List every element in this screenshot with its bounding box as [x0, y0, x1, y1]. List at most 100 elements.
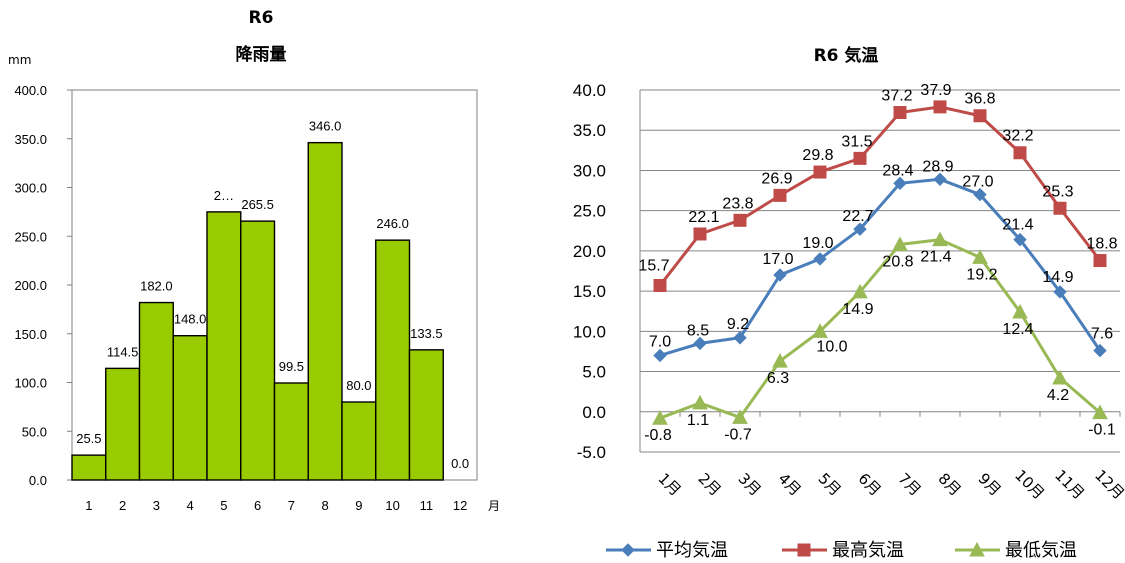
rainfall-data-label: 114.5 [107, 344, 139, 359]
legend-swatch-marker [797, 543, 811, 557]
temperature-data-point [973, 109, 987, 123]
temperature-data-point [1052, 369, 1068, 385]
temperature-x-tick-label: 6月 [854, 469, 884, 499]
temperature-series-line [659, 177, 1102, 357]
temperature-data-label: 15.7 [638, 257, 669, 274]
temperature-x-tick-label: 2月 [694, 469, 724, 499]
temperature-data-point [812, 323, 828, 338]
rainfall-x-tick-label: 1 [85, 498, 92, 513]
temperature-data-label: 1.1 [687, 412, 709, 429]
temperature-data-point [773, 188, 787, 202]
temperature-data-label: 31.5 [841, 133, 872, 150]
rainfall-y-tick-label: 400.0 [14, 83, 47, 98]
temperature-data-point [653, 348, 667, 363]
rainfall-x-tick-label: 9 [355, 498, 362, 513]
temperature-data-label: 22.1 [688, 209, 719, 226]
rainfall-bar [273, 382, 309, 481]
temperature-y-tick-label: 0.0 [582, 403, 606, 422]
temperature-data-point [733, 213, 747, 227]
rainfall-x-tick-label: 4 [187, 498, 194, 513]
temperature-y-tick-label: -5.0 [577, 443, 606, 462]
rainfall-data-label: 148.0 [174, 312, 207, 327]
temperature-x-tick-label: 1月 [654, 469, 684, 499]
temperature-data-point [933, 172, 947, 187]
temperature-data-label: -0.8 [644, 427, 672, 444]
rainfall-bar [172, 335, 208, 481]
rainfall-data-label: 0.0 [451, 456, 469, 471]
temperature-data-label: 7.6 [1091, 326, 1113, 343]
temperature-data-label: 18.8 [1086, 236, 1117, 253]
temperature-x-tick-label: 10月 [1011, 466, 1048, 503]
temperature-data-point [653, 278, 667, 292]
temperature-data-label: 27.0 [962, 174, 993, 191]
temperature-legend: 平均気温 最高気温 最低気温 [606, 540, 1077, 561]
rainfall-y-tick-label: 300.0 [14, 181, 47, 196]
rainfall-x-tick-label: 6 [254, 498, 261, 513]
temperature-y-tick-label: 30.0 [573, 161, 606, 180]
temperature-data-point [733, 331, 747, 345]
rainfall-bar [408, 349, 444, 481]
temperature-data-label: 8.5 [687, 322, 709, 339]
temperature-data-point [853, 151, 867, 165]
temperature-data-point [853, 222, 867, 236]
rainfall-y-unit: mm [8, 53, 31, 67]
rainfall-bar [307, 141, 343, 481]
temperature-data-label: 19.2 [966, 266, 997, 283]
rainfall-bar [206, 211, 242, 481]
temperature-x-tick-label: 12月 [1091, 466, 1125, 503]
temperature-title: R6 気温 [814, 45, 879, 66]
temperature-data-point [1012, 303, 1028, 319]
rainfall-x-unit: 月 [488, 499, 500, 513]
rainfall-x-tick-label: 8 [322, 498, 329, 513]
temperature-data-label: 14.9 [1042, 269, 1073, 286]
legend-label: 最低気温 [1005, 540, 1077, 561]
temperature-data-point [933, 100, 947, 114]
temperature-data-point [773, 268, 787, 282]
temperature-y-tick-label: 20.0 [573, 242, 606, 261]
rainfall-data-label: 25.5 [76, 431, 101, 446]
temperature-data-point [892, 236, 908, 251]
temperature-data-point [693, 336, 707, 351]
rainfall-data-label: 133.5 [410, 326, 443, 341]
temperature-data-label: 25.3 [1042, 183, 1073, 200]
temperature-data-label: 10.0 [816, 338, 847, 355]
rainfall-y-tick-label: 350.0 [14, 132, 47, 147]
temperature-data-point [652, 410, 668, 425]
temperature-data-label: 4.2 [1047, 387, 1069, 404]
temperature-data-label: 28.4 [882, 162, 913, 179]
rainfall-y-tick-label: 100.0 [14, 376, 47, 391]
temperature-data-point [813, 165, 827, 179]
temperature-data-point [973, 187, 987, 202]
rainfall-bar [71, 454, 107, 481]
rainfall-data-label: 265.5 [241, 197, 274, 212]
rainfall-bar [105, 367, 141, 481]
temperature-x-tick-label: 3月 [734, 469, 764, 499]
temperature-data-label: 21.4 [920, 249, 951, 266]
temperature-data-point [893, 106, 907, 120]
rainfall-x-tick-label: 12 [453, 498, 467, 513]
temperature-x-tick-label: 7月 [894, 469, 924, 499]
rainfall-x-tick-label: 11 [420, 498, 434, 513]
rainfall-plot-area: 0.050.0100.0150.0200.0250.0300.0350.0400… [14, 83, 478, 513]
temperature-data-label: 22.7 [842, 208, 873, 225]
temperature-data-point [1092, 404, 1108, 420]
temperature-data-point [693, 227, 707, 241]
temperature-data-point [972, 249, 988, 264]
temperature-data-label: 20.8 [882, 253, 913, 270]
temperature-data-label: -0.1 [1088, 422, 1116, 439]
rainfall-y-tick-label: 150.0 [14, 327, 47, 342]
rainfall-data-label: 346.0 [309, 119, 342, 134]
temperature-data-point [932, 231, 948, 247]
rainfall-y-tick-label: 50.0 [22, 424, 47, 439]
rainfall-bar [240, 220, 276, 481]
temperature-data-point [1053, 285, 1067, 299]
temperature-data-point [732, 409, 748, 424]
legend-label: 最高気温 [832, 540, 904, 561]
rainfall-x-tick-label: 10 [385, 498, 399, 513]
temperature-data-point [692, 394, 708, 410]
temperature-data-label: 32.2 [1002, 128, 1033, 145]
temperature-y-tick-label: 25.0 [573, 202, 606, 221]
temperature-data-label: 37.9 [920, 82, 951, 99]
temperature-y-tick-label: 35.0 [573, 121, 606, 140]
